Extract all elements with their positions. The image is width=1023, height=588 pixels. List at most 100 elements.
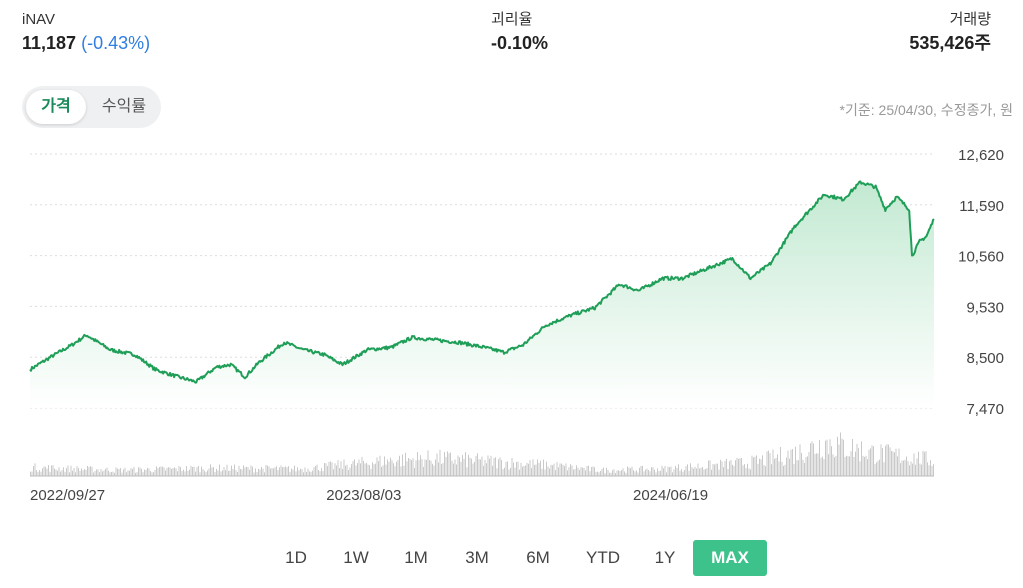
volume-bar (856, 443, 858, 476)
volume-bar (30, 471, 31, 476)
volume-bar (381, 467, 382, 476)
volume-bar (331, 462, 333, 476)
volume-bar (891, 451, 892, 476)
volume-bar (612, 470, 613, 476)
volume-bar (318, 470, 319, 476)
volume-bar (330, 461, 331, 476)
volume-bar (510, 467, 511, 476)
volume-bar (634, 471, 636, 476)
volume-bar (346, 464, 348, 476)
volume-bar (562, 464, 564, 476)
period-ytd[interactable]: YTD (586, 548, 620, 567)
volume-bar (295, 471, 297, 476)
inav-change: (-0.43%) (81, 33, 151, 53)
volume-bar (322, 471, 324, 476)
volume-bar (435, 459, 436, 476)
volume-bar (913, 453, 915, 476)
volume-bar (207, 470, 208, 476)
volume-bar (811, 441, 813, 476)
volume-bar (468, 454, 469, 476)
volume-bar (193, 466, 195, 476)
volume-bar (328, 461, 330, 476)
volume-bar (288, 466, 289, 476)
volume-bar (522, 466, 523, 476)
volume-bar (621, 470, 622, 476)
volume-bar (274, 467, 276, 476)
volume-bar (336, 465, 337, 476)
volume-bar (687, 464, 688, 476)
volume-bar (780, 446, 781, 476)
volume-bar (217, 470, 219, 476)
volume-bar (928, 465, 930, 476)
volume-bar (351, 464, 352, 476)
volume-bar (369, 465, 370, 476)
period-1w[interactable]: 1W (343, 548, 369, 567)
volume-bar (672, 472, 673, 476)
volume-bar (52, 465, 54, 476)
period-1m[interactable]: 1M (404, 548, 428, 567)
volume-bar (246, 466, 247, 476)
volume-bar (132, 468, 133, 476)
volume-bar (91, 466, 93, 476)
volume-bar (804, 463, 805, 476)
volume-bar (225, 470, 226, 476)
volume-bar (846, 455, 847, 476)
volume-bar (319, 471, 321, 476)
period-1d[interactable]: 1D (285, 548, 307, 567)
period-max[interactable]: MAX (693, 540, 767, 576)
volume-bar (843, 439, 844, 476)
volume-bar (58, 467, 60, 476)
volume-bar (70, 465, 72, 476)
price-tab[interactable]: 가격 (26, 90, 86, 124)
period-1y[interactable]: 1Y (654, 548, 676, 567)
volume-bar (795, 446, 796, 476)
volume-bar (124, 467, 126, 476)
volume-bar (855, 451, 856, 476)
volume-bar (682, 471, 684, 476)
volume-bar (889, 447, 891, 476)
volume-bar (229, 470, 231, 476)
volume-bar (805, 457, 807, 476)
volume-bar (874, 464, 876, 476)
volume-bar (711, 469, 712, 476)
volume-bar (463, 458, 465, 476)
volume-bar (825, 440, 826, 476)
volume-bar (150, 471, 151, 476)
volume-bar (417, 452, 418, 476)
volume-bar (99, 472, 100, 476)
basis-note: *기준: 25/04/30, 수정종가, 원 (839, 102, 1013, 118)
chart-mode-toggle: 가격 수익률 (22, 86, 161, 128)
period-6m[interactable]: 6M (526, 548, 550, 567)
volume-bar (516, 462, 517, 476)
volume-bar (922, 450, 924, 476)
y-tick-label: 8,500 (966, 350, 1004, 367)
volume-bar (553, 463, 555, 476)
volume-bar (885, 445, 886, 476)
volume-bar (184, 471, 186, 476)
volume-bar (475, 455, 477, 476)
volume-bar (162, 466, 163, 476)
volume-bar (676, 468, 678, 476)
period-3m[interactable]: 3M (465, 548, 489, 567)
return-tab[interactable]: 수익률 (101, 98, 147, 115)
volume-bar (535, 464, 537, 476)
volume-bar (627, 466, 628, 476)
volume-bar (273, 468, 274, 476)
volume-bar (316, 464, 318, 476)
volume-bar (684, 470, 685, 476)
volume-bar (280, 465, 282, 476)
volume-bar (459, 457, 460, 476)
inav-label: iNAV (22, 11, 56, 28)
volume-bar (771, 464, 772, 476)
volume-bar (177, 471, 178, 476)
volume-bar (256, 472, 258, 476)
volume-bar (139, 467, 141, 476)
volume-bar (84, 469, 85, 476)
volume-bar (544, 469, 546, 476)
volume-bar (753, 457, 754, 476)
volume-bar (60, 471, 61, 476)
volume-bar (909, 465, 910, 476)
volume-bar (327, 466, 328, 476)
volume-bar (528, 463, 529, 476)
volume-bar (222, 470, 223, 476)
